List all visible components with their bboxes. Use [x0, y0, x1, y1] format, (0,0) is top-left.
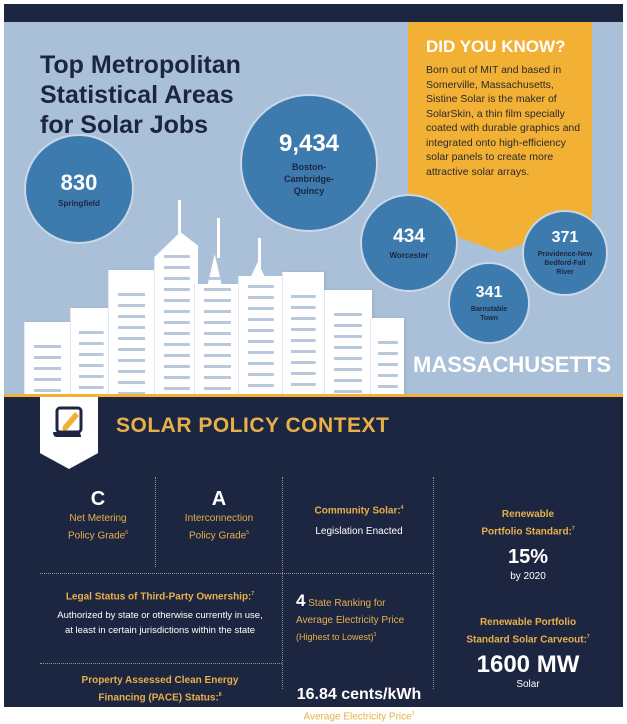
value: 15% [507, 546, 549, 569]
value: Legislation Enacted [315, 526, 403, 538]
metro-circle-barnstable: 341 Barnstable Town [448, 262, 530, 344]
grade-value: C [90, 488, 106, 510]
scroll-pencil-icon [53, 406, 83, 437]
title-line: Top Metropolitan [40, 51, 241, 79]
label: Renewable [501, 509, 555, 520]
did-you-know-body: Born out of MIT and based in Somerville,… [426, 64, 581, 178]
metro-circle-worcester: 434 Worcester [360, 194, 458, 292]
value: Authorized by state or otherwise current… [57, 610, 263, 622]
did-you-know-heading: DID YOU KNOW? [426, 37, 566, 56]
metro-value: 830 [60, 169, 98, 195]
rank-value: 4 [296, 591, 306, 610]
value: 1600 MW [476, 651, 580, 679]
metro-value: 341 [475, 283, 503, 301]
label: Policy Grade [188, 530, 247, 542]
ref: 7 [586, 634, 590, 640]
grade-value: A [211, 488, 227, 510]
carveout-cell: Renewable Portfolio Standard Solar Carve… [436, 615, 620, 692]
page-title: Top Metropolitan Statistical Areas for S… [40, 50, 241, 140]
metro-value: 9,434 [278, 129, 340, 157]
ref: 4 [400, 505, 404, 511]
value: at least in certain jurisdictions within… [64, 625, 256, 637]
value: PACE-enabling Legislation [100, 711, 220, 723]
label: Average Electricity Price [303, 711, 412, 723]
ref: 3 [373, 632, 377, 638]
label: Policy Grade [67, 530, 126, 542]
label: Net Metering [69, 513, 127, 524]
rps-cell: Renewable Portfolio Standard:7 15% by 20… [436, 507, 620, 584]
third-party-cell: Legal Status of Third-Party Ownership:7 … [40, 587, 280, 638]
did-you-know-callout: DID YOU KNOW? Born out of MIT and based … [408, 22, 592, 252]
metro-circle-springfield: 830 Springfield [24, 134, 134, 244]
ref: 7 [571, 526, 575, 532]
metro-value: 434 [393, 225, 425, 247]
state-name: MASSACHUSETTS [413, 352, 612, 377]
label: Portfolio Standard: [481, 526, 572, 538]
ref: 8 [218, 692, 222, 698]
label: Average Electricity Price [296, 615, 405, 626]
policy-section: SOLAR POLICY CONTEXT C Net Metering Poli… [4, 397, 623, 722]
policy-badge [40, 397, 98, 469]
pace-cell: Property Assessed Clean Energy Financing… [40, 673, 280, 724]
metro-name: Boston-Cambridge-Quincy [283, 161, 334, 196]
price-cell: 16.84 cents/kWh Average Electricity Pric… [286, 683, 432, 724]
metro-name: Providence-New Bedford-Fall River [537, 251, 593, 276]
ref: 5 [246, 530, 250, 536]
label: Community Solar: [314, 505, 401, 517]
top-bar [4, 4, 623, 22]
ref: 6 [125, 530, 129, 536]
metro-value: 371 [551, 229, 579, 246]
section-title: SOLAR POLICY CONTEXT [116, 414, 390, 437]
label: Legal Status of Third-Party Ownership: [65, 591, 252, 603]
title-line: Statistical Areas [40, 81, 234, 109]
metro-circle-boston: 9,434 Boston-Cambridge-Quincy [240, 94, 378, 232]
metro-name: Barnstable Town [470, 305, 508, 322]
label: State Ranking for [308, 598, 386, 609]
metro-name: Springfield [58, 198, 100, 208]
label: Interconnection [184, 513, 254, 524]
divider [4, 394, 623, 397]
ref: 3 [411, 711, 415, 717]
label: Property Assessed Clean Energy [81, 675, 239, 686]
label: Financing (PACE) Status: [98, 692, 219, 704]
interconnection-cell: A Interconnection Policy Grade5 [159, 487, 279, 543]
ref: 7 [251, 591, 255, 597]
metro-name: Worcester [389, 250, 429, 260]
community-solar-cell: Community Solar:4 Legislation Enacted [286, 501, 432, 539]
label: Standard Solar Carveout: [466, 634, 587, 646]
label: Renewable Portfolio [479, 617, 577, 628]
ranking-cell: 4 State Ranking for Average Electricity … [296, 589, 432, 645]
sub: Solar [516, 679, 540, 691]
label: (Highest to Lowest) [296, 632, 374, 642]
sub: by 2020 [510, 571, 546, 583]
value: 16.84 cents/kWh [296, 686, 422, 703]
metro-section: Top Metropolitan Statistical Areas for S… [4, 22, 623, 394]
metro-circle-providence: 371 Providence-New Bedford-Fall River [522, 210, 608, 296]
net-metering-cell: C Net Metering Policy Grade6 [44, 487, 152, 543]
